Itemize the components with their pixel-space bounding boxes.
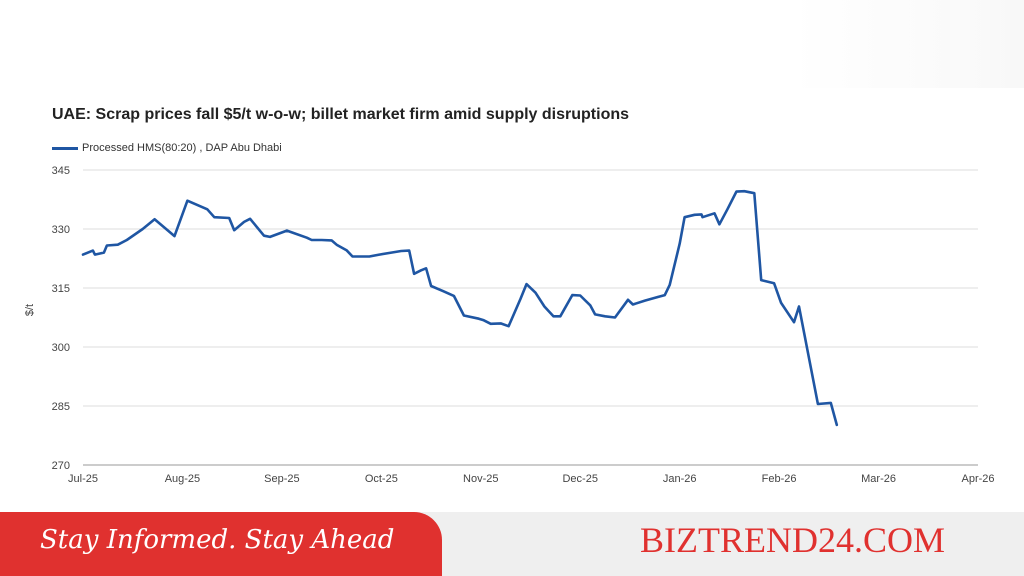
chart-title: UAE: Scrap prices fall $5/t w-o-w; bille… xyxy=(52,106,630,123)
series-line xyxy=(81,189,839,427)
x-tick-label: Jan-26 xyxy=(663,473,697,485)
y-tick-label: 300 xyxy=(52,342,70,354)
banner-tagline: Stay Informed. Stay Ahead xyxy=(40,525,395,555)
banner-tagline-panel: Stay Informed. Stay Ahead xyxy=(0,512,442,576)
x-tick-label: Dec-25 xyxy=(562,473,597,485)
legend-swatch xyxy=(52,146,78,150)
x-tick-label: Feb-26 xyxy=(762,473,797,485)
x-tick-label: Jul-25 xyxy=(68,473,98,485)
chart-plot: 270 285 300 315 330 345 Jul-25 Aug-25 Sep-25 Oct… xyxy=(52,165,995,485)
y-tick-label: 345 xyxy=(52,165,70,177)
grid-layer xyxy=(83,169,978,466)
x-tick-label: Sep-25 xyxy=(264,473,299,485)
x-tick-label: Apr-26 xyxy=(961,473,994,485)
footer-banner: Stay Informed. Stay Ahead BIZTREND24.COM xyxy=(0,512,1024,576)
y-tick-label: 330 xyxy=(52,224,70,236)
y-tick-labels: 270 285 300 315 330 345 xyxy=(52,165,70,472)
brand-logo-text[interactable]: BIZTREND24.COM xyxy=(640,520,945,560)
series-layer xyxy=(81,189,839,427)
y-tick-label: 315 xyxy=(52,283,70,295)
legend: Processed HMS(80:20) , DAP Abu Dhabi xyxy=(52,141,282,155)
x-tick-label: Nov-25 xyxy=(463,473,498,485)
x-tick-labels: Jul-25 Aug-25 Sep-25 Oct-25 Nov-25 Dec-25 Jan-… xyxy=(68,473,995,485)
corner-fade xyxy=(792,0,1024,88)
x-tick-label: Aug-25 xyxy=(165,473,200,485)
y-tick-label: 285 xyxy=(52,401,70,413)
x-tick-label: Oct-25 xyxy=(365,473,398,485)
x-tick-label: Mar-26 xyxy=(861,473,896,485)
legend-label: Processed HMS(80:20) , DAP Abu Dhabi xyxy=(82,142,282,154)
y-tick-label: 270 xyxy=(52,460,70,472)
